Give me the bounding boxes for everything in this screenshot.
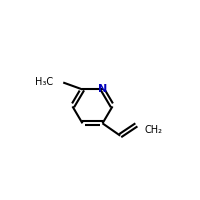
Text: N: N <box>98 84 107 94</box>
Text: H₃C: H₃C <box>35 77 53 87</box>
Text: CH₂: CH₂ <box>145 125 163 135</box>
